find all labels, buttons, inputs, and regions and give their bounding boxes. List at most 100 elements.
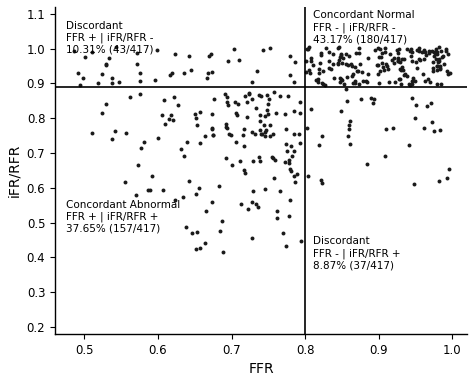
Point <box>369 100 377 106</box>
Point <box>430 49 438 56</box>
Point <box>285 160 292 166</box>
Point <box>98 71 106 77</box>
Text: Concordant Normal
FFR - | iFR/RFR -
43.17% (180/417): Concordant Normal FFR - | iFR/RFR - 43.1… <box>312 10 414 44</box>
Point <box>432 49 439 56</box>
Point <box>252 105 259 111</box>
Point <box>319 81 327 87</box>
Point <box>438 80 445 87</box>
Point <box>443 68 451 74</box>
Point <box>352 50 360 56</box>
Point <box>393 47 401 53</box>
Point <box>225 58 232 64</box>
Point <box>364 161 371 167</box>
Text: Discordant
FFR - | iFR/RFR +
8.87% (37/417): Discordant FFR - | iFR/RFR + 8.87% (37/4… <box>312 236 400 270</box>
Point <box>134 162 141 168</box>
Point <box>410 181 418 187</box>
Point <box>267 45 274 51</box>
Point <box>376 46 384 52</box>
Point <box>256 112 264 118</box>
Point <box>111 128 118 134</box>
Point <box>196 140 204 146</box>
Point <box>337 108 345 114</box>
Point <box>437 65 444 71</box>
Point <box>420 56 428 62</box>
Point <box>181 70 188 76</box>
Point <box>374 71 382 77</box>
Point <box>436 44 443 50</box>
Point <box>246 90 253 97</box>
Point <box>273 208 281 214</box>
Point <box>349 79 357 85</box>
Point <box>232 110 240 116</box>
Point <box>428 100 435 106</box>
Point <box>329 51 337 57</box>
Point <box>370 96 378 102</box>
Point <box>413 47 421 53</box>
Point <box>260 123 268 129</box>
Point <box>374 62 381 69</box>
Point <box>377 54 384 60</box>
Point <box>359 78 367 84</box>
Point <box>388 57 396 63</box>
Point <box>236 158 244 164</box>
Point <box>270 131 277 137</box>
Point <box>248 96 256 102</box>
Point <box>345 122 353 128</box>
Point <box>270 175 277 181</box>
Point <box>383 63 391 69</box>
Point <box>435 56 443 62</box>
Point <box>207 51 214 57</box>
Point <box>170 94 177 100</box>
Point <box>89 130 96 136</box>
Point <box>102 62 109 68</box>
Point <box>329 61 337 67</box>
Point <box>395 46 403 52</box>
Point <box>434 81 441 87</box>
Point <box>315 70 323 76</box>
Point <box>291 108 298 114</box>
Point <box>399 67 407 74</box>
Point <box>137 91 144 97</box>
Point <box>381 45 389 51</box>
Point <box>304 173 311 179</box>
Point <box>385 79 392 85</box>
Point <box>273 215 281 221</box>
Point <box>438 54 446 60</box>
Point <box>245 91 253 97</box>
Point <box>342 61 350 67</box>
Point <box>282 126 290 132</box>
Point <box>126 94 134 100</box>
Point <box>174 101 182 108</box>
Point <box>422 79 429 85</box>
Point <box>180 153 188 159</box>
Point <box>166 72 173 78</box>
Point <box>397 82 405 88</box>
Point <box>303 125 311 131</box>
Point <box>439 53 447 59</box>
Point <box>334 60 342 66</box>
Point <box>168 69 175 75</box>
Point <box>425 49 433 56</box>
Point <box>283 148 291 154</box>
Point <box>291 131 298 137</box>
Point <box>262 127 270 133</box>
Point <box>378 59 385 65</box>
Point <box>315 65 323 72</box>
Point <box>353 68 360 74</box>
Point <box>192 115 200 121</box>
Point <box>209 132 217 138</box>
Point <box>261 129 268 135</box>
Point <box>442 48 450 54</box>
Point <box>378 49 386 56</box>
Point <box>216 183 223 189</box>
Point <box>112 44 120 51</box>
Point <box>408 49 416 55</box>
Point <box>363 79 370 85</box>
Point <box>115 79 123 85</box>
Point <box>194 229 201 235</box>
Point <box>221 91 229 97</box>
Point <box>325 57 333 64</box>
Point <box>318 52 325 58</box>
Point <box>137 78 144 84</box>
Point <box>241 170 249 176</box>
